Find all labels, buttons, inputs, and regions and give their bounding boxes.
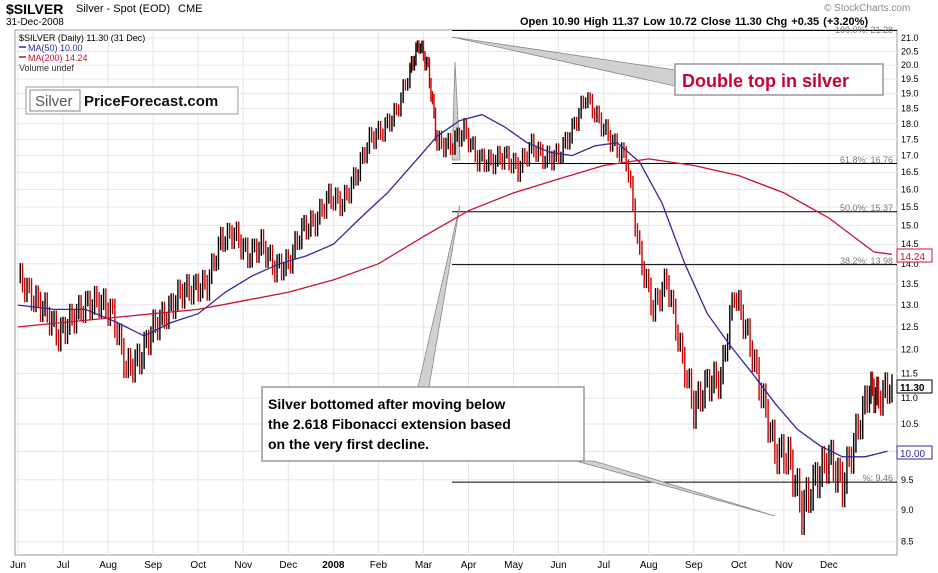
logo-priceforecast-text: PriceForecast.com — [84, 93, 218, 110]
y-tick-label: 19.0 — [901, 89, 919, 99]
y-tick-label: 9.0 — [901, 505, 914, 515]
note-line-3: on the very first decline. — [268, 436, 429, 452]
x-tick-label: Feb — [370, 560, 388, 571]
x-tick-label: Mar — [415, 560, 433, 571]
fibonacci-lines — [452, 30, 897, 483]
callout-pointer-lines — [417, 36, 776, 517]
y-tick-label: 11.5 — [901, 368, 918, 378]
x-tick-label: Jun — [551, 560, 567, 571]
chart-symbol: $SILVER — [6, 1, 64, 17]
ohlc-readout: Open 10.90 High 11.37 Low 10.72 Close 11… — [520, 16, 869, 28]
y-tick-label: 9.5 — [901, 475, 914, 485]
chart-exchange: CME — [178, 3, 203, 15]
series-layer — [17, 40, 893, 535]
x-tick-label: Jul — [597, 560, 610, 571]
y-tick-label: 15.0 — [901, 220, 919, 230]
fib-labels: 100.0%: 21.28 61.8%: 16.76 50.0%: 15.37 … — [835, 25, 893, 483]
y-tick-label: 19.5 — [901, 74, 919, 84]
chart-date: 31-Dec-2008 — [6, 17, 64, 28]
pointer-to-bottom — [575, 460, 776, 517]
y-tick-label: 16.0 — [901, 184, 919, 194]
x-tick-label: Oct — [190, 560, 206, 571]
y-tick-label: 11.0 — [901, 393, 918, 403]
x-tick-label: Oct — [731, 560, 747, 571]
tag-ma50: 10.00 — [900, 449, 925, 460]
y-tick-label: 20.5 — [901, 46, 919, 56]
y-tick-label: 13.5 — [901, 279, 919, 289]
y-tick-label: 15.5 — [901, 202, 919, 212]
price-tags: 11.30 14.24 10.00 — [896, 248, 933, 460]
double-top-text: Double top in silver — [682, 71, 849, 91]
x-tick-label: Nov — [775, 560, 793, 571]
x-tick-label: 2008 — [322, 560, 345, 571]
watermark: © StockCharts.com — [824, 3, 911, 14]
logo-box: Silver PriceForecast.com — [25, 86, 239, 115]
fib-label-50: 50.0%: 15.37 — [840, 203, 893, 213]
grid — [15, 30, 897, 555]
ma50-line — [17, 113, 888, 458]
y-tick-label: 13.0 — [901, 300, 919, 310]
x-tick-label: Aug — [99, 560, 117, 571]
x-tick-label: Nov — [234, 560, 252, 571]
y-tick-label: 12.0 — [901, 345, 919, 355]
x-tick-label: May — [504, 560, 523, 571]
y-tick-label: 17.5 — [901, 134, 919, 144]
x-tick-label: Sep — [144, 560, 162, 571]
tag-last-price: 11.30 — [900, 383, 925, 394]
y-tick-label: 17.0 — [901, 151, 919, 161]
note-line-2: the 2.618 Fibonacci extension based — [268, 416, 511, 432]
x-axis: Jun Jul Aug Sep Oct Nov Dec 2008 Feb Mar Apr May Jun… — [10, 560, 838, 571]
note-line-1: Silver bottomed after moving below — [268, 396, 505, 412]
x-tick-label: Aug — [640, 560, 658, 571]
x-tick-label: Jul — [57, 560, 70, 571]
y-tick-label: 10.5 — [901, 419, 919, 429]
y-tick-label: 16.5 — [901, 167, 919, 177]
fib-label-382: 38.2%: 13.98 — [840, 256, 893, 266]
tag-ma200: 14.24 — [900, 252, 925, 263]
logo-silver-text: Silver — [35, 93, 73, 110]
legend-ma200: MA(200) 14.24 — [28, 53, 88, 63]
y-tick-label: 14.0 — [901, 259, 919, 269]
y-tick-label: 12.5 — [901, 322, 919, 332]
y-tick-label: 21.0 — [901, 33, 919, 43]
y-tick-label: 14.5 — [901, 239, 919, 249]
fib-label-9: %: 9.46 — [862, 473, 893, 483]
x-tick-label: Jun — [10, 560, 26, 571]
fib-label-618: 61.8%: 16.76 — [840, 155, 893, 165]
x-tick-label: Apr — [461, 560, 477, 571]
fibonacci-note-callout: Silver bottomed after moving below the 2… — [261, 386, 585, 462]
chart-instrument-name: Silver - Spot (EOD) — [76, 3, 171, 15]
y-tick-label: 8.5 — [901, 537, 914, 547]
pointer-to-top-2 — [451, 61, 461, 161]
legend-ma50: MA(50) 10.00 — [28, 43, 83, 53]
y-axis: 8.59.09.510.010.511.011.512.012.513.013.… — [901, 33, 919, 547]
y-tick-label: 18.5 — [901, 104, 919, 114]
double-top-callout: Double top in silver — [674, 63, 884, 96]
ma200-line — [17, 158, 893, 328]
legend-volume: Volume undef — [19, 63, 75, 73]
fib-label-100: 100.0%: 21.28 — [835, 25, 893, 35]
legend-price: $SILVER (Daily) 11.30 (31 Dec) — [19, 33, 145, 43]
x-tick-label: Sep — [685, 560, 703, 571]
y-tick-label: 20.0 — [901, 60, 919, 70]
y-tick-label: 18.0 — [901, 119, 919, 129]
legend: $SILVER (Daily) 11.30 (31 Dec) MA(50) 10… — [19, 33, 145, 73]
x-tick-label: Dec — [279, 560, 297, 571]
x-tick-label: Dec — [820, 560, 838, 571]
